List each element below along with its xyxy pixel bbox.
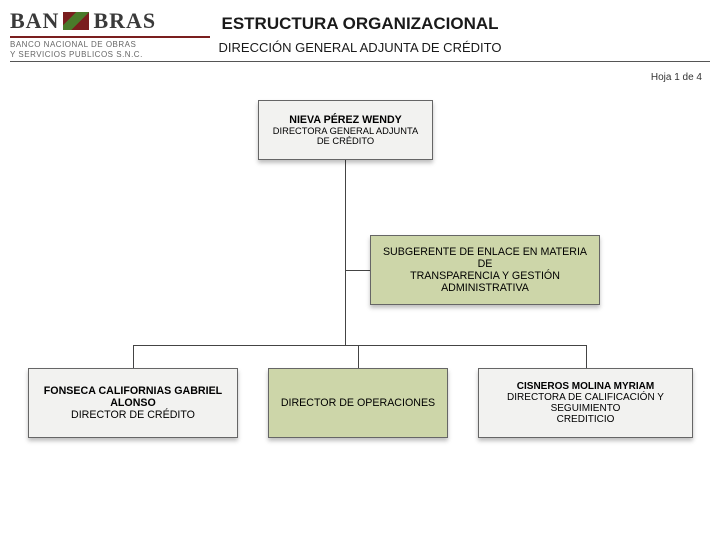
org-node-role: TRANSPARENCIA Y GESTIÓN ADMINISTRATIVA [377,270,593,294]
logo-subtitle-2: Y SERVICIOS PUBLICOS S.N.C. [10,50,215,60]
logo-divider [10,36,210,38]
logo-text-left: BAN [10,8,59,34]
org-node-role: DE CRÉDITO [317,136,374,146]
connector [586,345,587,368]
header-rule [10,61,710,62]
logo-subtitle-1: BANCO NACIONAL DE OBRAS [10,40,215,50]
org-node-role: DIRECTOR DE OPERACIONES [281,397,435,409]
org-node-name: CISNEROS MOLINA MYRIAM [517,381,654,392]
org-node-role: DIRECTOR DE CRÉDITO [71,409,195,421]
org-node-c3: CISNEROS MOLINA MYRIAMDIRECTORA DE CALIF… [478,368,693,438]
org-node-role: SUBGERENTE DE ENLACE EN MATERIA DE [377,246,593,270]
org-node-role: CREDITICIO [557,414,615,425]
org-chart: NIEVA PÉREZ WENDYDIRECTORA GENERAL ADJUN… [0,100,720,520]
connector [133,345,134,368]
logo: BAN BRAS BANCO NACIONAL DE OBRAS Y SERVI… [10,8,215,59]
org-node-role: DIRECTORA DE CALIFICACIÓN Y SEGUIMIENTO [485,392,686,414]
org-node-c1: FONSECA CALIFORNIAS GABRIEL ALONSODIRECT… [28,368,238,438]
connector [345,270,346,345]
connector [345,270,370,271]
org-node-name: FONSECA CALIFORNIAS GABRIEL ALONSO [35,385,231,409]
org-node-root: NIEVA PÉREZ WENDYDIRECTORA GENERAL ADJUN… [258,100,433,160]
connector [358,345,359,368]
header: BAN BRAS BANCO NACIONAL DE OBRAS Y SERVI… [0,8,720,62]
org-node-sub: SUBGERENTE DE ENLACE EN MATERIA DETRANSP… [370,235,600,305]
page: BAN BRAS BANCO NACIONAL DE OBRAS Y SERVI… [0,0,720,540]
connector [345,160,346,270]
page-number: Hoja 1 de 4 [651,72,702,83]
logo-text-right: BRAS [93,8,156,34]
org-node-name: NIEVA PÉREZ WENDY [289,114,402,126]
org-node-c2: DIRECTOR DE OPERACIONES [268,368,448,438]
org-node-role: DIRECTORA GENERAL ADJUNTA [273,126,418,136]
logo-icon [63,12,89,30]
connector [133,345,586,346]
